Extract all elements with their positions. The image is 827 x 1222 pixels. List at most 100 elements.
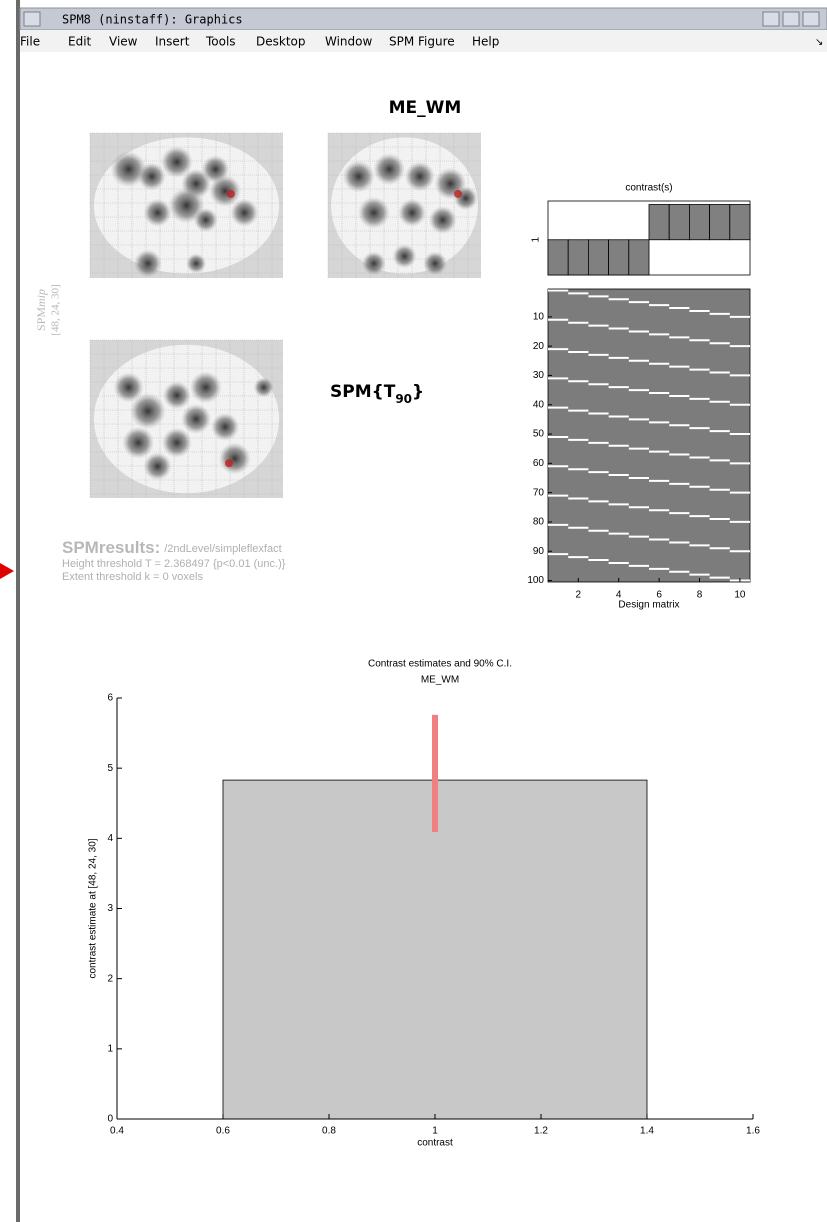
x-tick-label: 8 [697,590,703,601]
window-title: SPM8 (ninstaff): Graphics [62,13,243,27]
mip-blob [230,199,258,227]
y-tick-label: 2 [107,973,113,984]
stat-prefix: SPM{T [330,382,396,402]
menu-item[interactable]: Window [325,35,373,49]
menu-item[interactable]: View [109,35,138,49]
contrast-bar [629,240,649,275]
x-axis-label: contrast [417,1138,453,1149]
mip-blob [423,252,447,276]
mip-blob [134,250,162,278]
y-tick-label: 40 [533,399,545,410]
maximize-button[interactable] [783,12,799,26]
mip-blob [144,452,172,480]
menu-item[interactable]: Tools [205,35,236,49]
y-tick-label: 100 [527,575,544,586]
menu-item[interactable]: File [20,35,40,49]
y-tick-label: 70 [533,487,545,498]
chart-subtitle: ME_WM [421,675,459,686]
menu-item[interactable]: Help [472,35,499,49]
mip-blob [358,197,390,229]
design-matrix-label: Design matrix [618,600,679,611]
y-tick-label: 5 [107,763,113,774]
mip-name: SPM [34,307,48,331]
window-menu-button[interactable] [24,12,40,26]
stat-subscript: 90 [395,392,412,406]
mip-blob [190,371,222,403]
menu-item[interactable]: SPM Figure [389,35,455,49]
y-tick-label: 30 [533,370,545,381]
x-tick-label: 10 [734,590,746,601]
page: { "window": {"title": "SPM8 (ninstaff): … [0,0,827,1222]
y-tick-label: 3 [107,903,113,914]
y-tick-label: 0 [107,1114,113,1125]
contrast-bar [730,205,750,240]
mip-blob [454,186,478,210]
mip-blob [429,206,457,234]
y-tick-label: 60 [533,458,545,469]
contrast-number: 1 [531,237,542,243]
mip-blob [211,413,239,441]
chart-title: Contrast estimates and 90% C.I. [368,659,512,670]
contrast-bar [710,205,730,240]
stat-suffix: } [412,382,424,402]
menu-item[interactable]: Desktop [256,35,306,49]
mip-suffix: mip [34,289,48,307]
contrast-bar [669,205,689,240]
x-tick-label: 0.6 [216,1126,230,1137]
mip-blob [186,254,206,274]
mip-blob [162,428,192,458]
x-tick-label: 0.4 [110,1126,124,1137]
window: SPM8 (ninstaff): Graphics ↘ ME_WM SPMmip… [0,0,827,1222]
pointer-arrow [0,563,14,579]
mip-blob [362,252,386,276]
contrast-bar [689,205,709,240]
mip-blob [144,199,172,227]
x-tick-label: 1.2 [534,1126,548,1137]
mip-blob [219,443,251,475]
mip-blob [194,208,218,232]
contrast-bar [568,240,588,275]
mip-blob [130,393,166,429]
x-tick-label: 2 [576,590,582,601]
x-tick-label: 1.6 [746,1126,760,1137]
mip-cursor [227,190,235,198]
results-extent: Extent threshold k = 0 voxels [62,571,203,583]
x-tick-label: 1.4 [640,1126,654,1137]
y-tick-label: 20 [533,341,545,352]
minimize-button[interactable] [763,12,779,26]
y-tick-label: 4 [107,833,113,844]
mip-blob [405,162,435,192]
contrast-bar [548,240,568,275]
design-matrix [548,289,750,582]
mip-blob [373,153,405,185]
y-tick-label: 1 [107,1043,113,1054]
mip-blob [254,377,274,397]
y-tick-label: 80 [533,517,545,528]
close-button[interactable] [803,12,819,26]
mip-blob [343,161,375,193]
figure-title: ME_WM [389,98,462,118]
y-tick-label: 10 [533,311,545,322]
mip-coords: [48, 24, 30] [50,284,62,335]
mip-blob [181,404,211,434]
y-tick-label: 6 [107,693,113,704]
results-heading: SPMresults: [62,538,160,557]
contrast-bar [588,240,608,275]
window-border [16,0,20,1222]
menu-item[interactable]: Insert [155,35,190,49]
contrast-bar [649,205,669,240]
mip-label: SPMmip [34,289,48,331]
mip-blob [122,427,154,459]
menu-toolbar-toggle[interactable]: ↘ [815,37,823,48]
mip-cursor [225,459,233,467]
x-tick-label: 0.8 [322,1126,336,1137]
contrast-title: contrast(s) [625,183,672,194]
menu-item[interactable]: Edit [68,35,92,49]
mip-cursor [454,190,462,198]
results-height: Height threshold T = 2.368497 {p<0.01 (u… [62,558,286,570]
y-axis-label: contrast estimate at [48, 24, 30] [88,838,99,978]
results-path: /2ndLevel/simpleflexfact [164,543,281,555]
y-tick-label: 90 [533,546,545,557]
mip-blob [398,199,426,227]
mip-blob [163,381,191,409]
